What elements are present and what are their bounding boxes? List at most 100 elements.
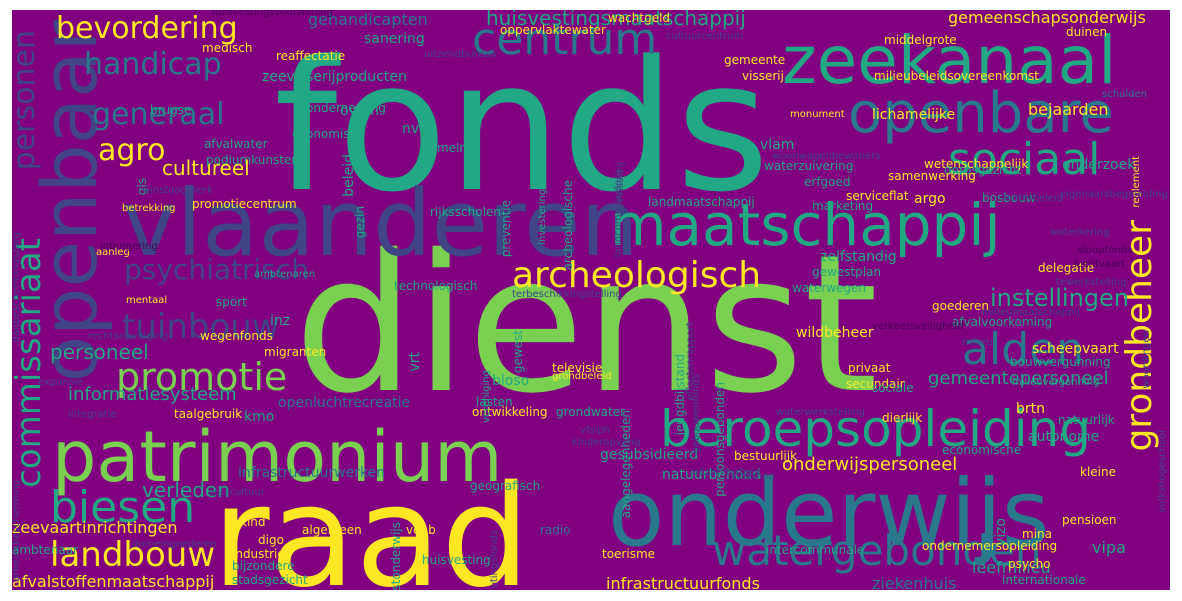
cloud-word-effectenrapport: effectenrapport bbox=[685, 322, 696, 401]
cloud-word-luchtvaart: luchtvaart bbox=[1074, 259, 1126, 270]
cloud-word-vipa: vipa bbox=[1092, 538, 1126, 557]
cloud-word-economische: economische bbox=[942, 443, 1022, 457]
cloud-word-rechtsopvolging: rechtsopvolging bbox=[88, 331, 169, 342]
cloud-word-medisch: medisch bbox=[202, 41, 253, 55]
cloud-word-huisvesting: huisvesting bbox=[422, 553, 491, 567]
cloud-word-landbouw: landbouw bbox=[50, 535, 216, 575]
cloud-word-fonds: fonds bbox=[274, 23, 770, 232]
cloud-word-bestuurlijk: bestuurlijk bbox=[734, 449, 798, 463]
cloud-word-reaffectatie: reaffectatie bbox=[276, 49, 346, 63]
cloud-word-huisvestingsvoorziening: huisvestingsvoorziening bbox=[212, 10, 333, 18]
cloud-word-ambtenaren: ambtenaren bbox=[254, 269, 316, 280]
cloud-word-bosbouw: bosbouw bbox=[982, 191, 1036, 205]
cloud-word-economisch: economisch bbox=[292, 127, 364, 141]
cloud-word-terbeschikkingstelling: terbeschikkingstelling bbox=[512, 289, 622, 300]
cloud-word-bouwvergunning: bouwvergunning bbox=[1010, 355, 1111, 369]
cloud-word-preventie: preventie bbox=[499, 200, 513, 258]
cloud-word-volkshogeschool: volkshogeschool bbox=[1157, 430, 1168, 513]
cloud-word-ondernemersopleiding: ondernemersopleiding bbox=[922, 539, 1058, 553]
cloud-word-domein: domein bbox=[422, 141, 467, 155]
cloud-word-landmaatschappij: landmaatschappij bbox=[648, 195, 755, 209]
cloud-word-waterzuivering: waterzuivering bbox=[764, 159, 854, 173]
cloud-word-inz: inz bbox=[270, 313, 291, 329]
cloud-word-industrie: industrie bbox=[232, 547, 285, 561]
cloud-word-afvalwater: afvalwater bbox=[204, 137, 268, 151]
cloud-word-sloopfonds: sloopfonds bbox=[1078, 245, 1133, 256]
cloud-word-ontwikkeling: ontwikkeling bbox=[472, 405, 548, 419]
cloud-word-arbeidsbescherming: arbeidsbescherming bbox=[12, 480, 22, 582]
cloud-word-milieubeleidsovereenkomst: milieubeleidsovereenkomst bbox=[874, 69, 1039, 83]
cloud-word-lichamelijke: lichamelijke bbox=[872, 107, 956, 123]
cloud-word-sanering: sanering bbox=[364, 31, 425, 47]
cloud-word-ambtenaar: ambtenaar bbox=[12, 543, 78, 557]
cloud-word-verleden: verleden bbox=[142, 478, 230, 502]
cloud-word-domeingoederen: domeingoederen bbox=[132, 539, 217, 550]
cloud-word-persoonsgebonden: persoonsgebonden bbox=[713, 382, 727, 497]
cloud-word-stadsgezicht: stadsgezicht bbox=[232, 573, 308, 587]
cloud-word-infrastructuurwerken: infrastructuurwerken bbox=[238, 465, 386, 481]
cloud-word-pensioen: pensioen bbox=[1062, 513, 1117, 527]
cloud-word-wachtgeld: wachtgeld bbox=[608, 11, 671, 25]
cloud-word-schulden: schulden bbox=[1102, 89, 1147, 100]
cloud-word-lasten: lasten bbox=[476, 395, 513, 409]
cloud-word-waterbeleid: waterbeleid bbox=[1004, 193, 1064, 204]
cloud-word-onderneming: onderneming bbox=[306, 101, 386, 115]
cloud-word-mentaal: mentaal bbox=[126, 295, 168, 306]
cloud-word-openbare: openbare bbox=[848, 81, 1114, 146]
cloud-word-zeevaartinrichtingen: zeevaartinrichtingen bbox=[12, 518, 178, 537]
cloud-word-scheepvaart: scheepvaart bbox=[1032, 341, 1119, 357]
cloud-word-vfsiph: vfsiph bbox=[580, 425, 611, 436]
cloud-word-afvalvoorkoming: afvalvoorkoming bbox=[952, 315, 1053, 329]
cloud-word-erfgoed: erfgoed bbox=[804, 175, 851, 189]
cloud-word-geografisch: geografisch bbox=[470, 479, 541, 493]
cloud-word-oppervlaktewater: oppervlaktewater bbox=[500, 23, 606, 37]
cloud-word-gewest: gewest bbox=[511, 330, 525, 374]
cloud-word-centrum: centrum bbox=[472, 14, 658, 65]
cloud-word-tewerkstelling: tewerkstelling bbox=[1056, 277, 1127, 288]
cloud-word-vdab: vdab bbox=[406, 523, 436, 537]
cloud-word-televisie: televisie bbox=[552, 361, 603, 375]
cloud-word-mina: mina bbox=[1022, 527, 1052, 541]
cloud-word-goederen: goederen bbox=[932, 299, 989, 313]
cloud-word-openluchtrecreatie: openluchtrecreatie bbox=[278, 395, 411, 411]
cloud-word-betrekking: betrekking bbox=[122, 203, 176, 214]
cloud-word-delegatie: delegatie bbox=[1038, 261, 1095, 275]
cloud-word-privaat: privaat bbox=[848, 361, 891, 375]
cloud-word-winstoogmerk: winstoogmerk bbox=[142, 185, 213, 196]
cloud-word-taalgebruik: taalgebruik bbox=[174, 407, 243, 421]
cloud-word-tuinbouw: tuinbouw bbox=[122, 307, 280, 347]
cloud-word-kind: kind bbox=[240, 515, 266, 529]
cloud-word-eigenaarsbegeleiding: eigenaarsbegeleiding bbox=[1060, 189, 1168, 200]
cloud-word-ziekenhuis: ziekenhuis bbox=[872, 574, 957, 591]
cloud-word-huisvestingsmaatschappij: huisvestingsmaatschappij bbox=[486, 10, 746, 30]
cloud-word-digo: digo bbox=[258, 533, 284, 547]
cloud-word-middelgrote: middelgrote bbox=[884, 33, 957, 47]
cloud-word-vlaanderen: vlaanderen bbox=[122, 170, 639, 277]
cloud-word-gehandicapten: gehandicapten bbox=[308, 10, 428, 29]
cloud-word-natuurbehoud: natuurbehoud bbox=[662, 467, 762, 483]
cloud-word-milieumaatschappij: milieumaatschappij bbox=[982, 307, 1080, 318]
cloud-word-wildbeheer: wildbeheer bbox=[796, 325, 874, 341]
cloud-word-duinen: duinen bbox=[1066, 25, 1108, 39]
cloud-word-rijksscholen: rijksscholen bbox=[430, 205, 501, 219]
cloud-word-visserij: visserij bbox=[742, 69, 784, 83]
cloud-word-gesubsidieerd: gesubsidieerd bbox=[600, 447, 699, 463]
cloud-word-wetenschappelijk: wetenschappelijk bbox=[924, 157, 1029, 171]
cloud-word-begrotingsfonds: begrotingsfonds bbox=[489, 530, 500, 590]
cloud-word-cultureel: cultureel bbox=[162, 156, 250, 180]
cloud-word-patrimonium: patrimonium bbox=[52, 416, 503, 498]
cloud-word-generaal: generaal bbox=[92, 97, 225, 132]
cloud-word-migranten: migranten bbox=[264, 345, 327, 359]
cloud-word-secundair: secundair bbox=[846, 377, 905, 391]
cloud-word-infrastructuurfonds: infrastructuurfonds bbox=[606, 574, 760, 591]
cloud-word-waterkering: waterkering bbox=[1050, 227, 1110, 238]
cloud-word-personeel: personeel bbox=[50, 340, 149, 364]
cloud-word-bejaarden: bejaarden bbox=[1028, 100, 1109, 119]
cloud-word-kunstonderwijs: kunstonderwijs bbox=[389, 522, 403, 590]
cloud-word-zeevisserij: zeevisserij bbox=[615, 162, 626, 215]
cloud-word-ovam: ovam bbox=[340, 103, 380, 119]
cloud-word-archeologische: archeologische bbox=[561, 180, 575, 271]
cloud-word-beleid: beleid bbox=[341, 154, 357, 197]
cloud-word-expansie: expansie bbox=[38, 377, 83, 388]
cloud-word-dierlijk: dierlijk bbox=[882, 411, 923, 425]
